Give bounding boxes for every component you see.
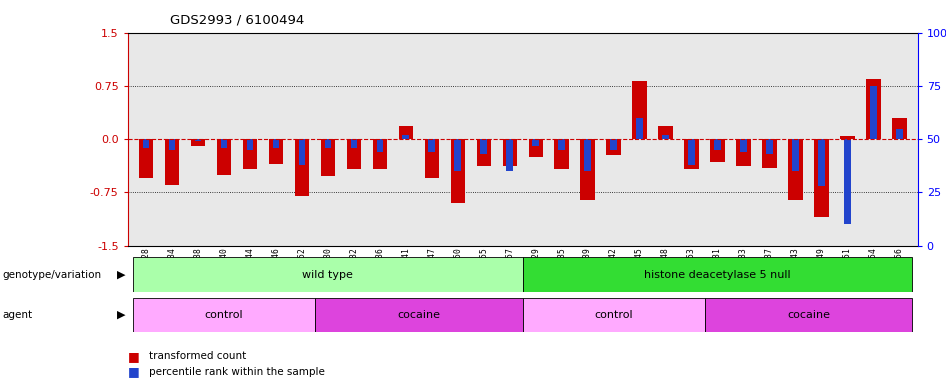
Bar [377,139,383,152]
Bar [558,139,565,150]
Bar [191,139,205,146]
Bar [610,139,617,150]
Text: ■: ■ [128,350,139,363]
Bar [373,139,387,169]
Bar [132,257,522,292]
Bar [766,139,773,154]
Bar [243,139,257,169]
Bar [324,139,331,148]
Bar [346,139,361,169]
Text: transformed count: transformed count [149,351,246,361]
Bar [195,139,201,141]
Bar [143,139,149,148]
Text: wild type: wild type [303,270,353,280]
Text: cocaine: cocaine [397,310,440,320]
Bar [684,139,699,169]
Text: cocaine: cocaine [787,310,830,320]
Bar [165,139,179,185]
Bar [736,139,751,166]
Text: control: control [594,310,633,320]
Bar [792,139,798,171]
Bar [840,136,854,139]
Bar [533,139,539,146]
Text: GDS2993 / 6100494: GDS2993 / 6100494 [170,13,305,26]
Bar [299,139,305,165]
Bar [269,139,283,164]
Bar [398,126,412,139]
Text: control: control [204,310,243,320]
Bar [321,139,335,176]
Bar [606,139,621,155]
Text: histone deacetylase 5 null: histone deacetylase 5 null [644,270,791,280]
Bar [272,139,279,148]
Bar [896,129,902,139]
Bar [402,135,409,139]
Bar [870,86,877,139]
Bar [581,139,595,200]
Text: ▶: ▶ [117,270,126,280]
Bar [139,139,153,178]
Bar [710,139,725,162]
Bar [506,139,513,171]
Bar [637,118,643,139]
Bar [689,139,694,165]
Bar [788,139,802,200]
Bar [522,257,913,292]
Bar [705,298,913,332]
Bar [585,139,591,171]
Bar [554,139,569,169]
Text: agent: agent [2,310,32,320]
Bar [502,139,517,166]
Bar [425,139,439,178]
Bar [522,298,705,332]
Bar [818,139,825,186]
Bar [481,139,487,154]
Bar [315,298,522,332]
Bar [762,139,777,168]
Bar [867,79,881,139]
Bar [714,139,721,150]
Bar [892,118,906,139]
Bar [529,139,543,157]
Bar [658,126,673,139]
Bar [477,139,491,166]
Bar [247,139,254,150]
Bar [168,139,175,150]
Bar [220,139,227,148]
Text: ▶: ▶ [117,310,126,320]
Bar [844,139,850,224]
Text: percentile rank within the sample: percentile rank within the sample [149,367,324,377]
Bar [217,139,231,175]
Bar [633,81,647,139]
Bar [741,139,746,152]
Bar [351,139,357,148]
Text: genotype/variation: genotype/variation [2,270,101,280]
Bar [294,139,309,196]
Bar [132,298,315,332]
Bar [429,139,435,152]
Text: ■: ■ [128,365,139,378]
Bar [662,135,669,139]
Bar [454,139,461,171]
Bar [815,139,829,217]
Bar [450,139,464,203]
